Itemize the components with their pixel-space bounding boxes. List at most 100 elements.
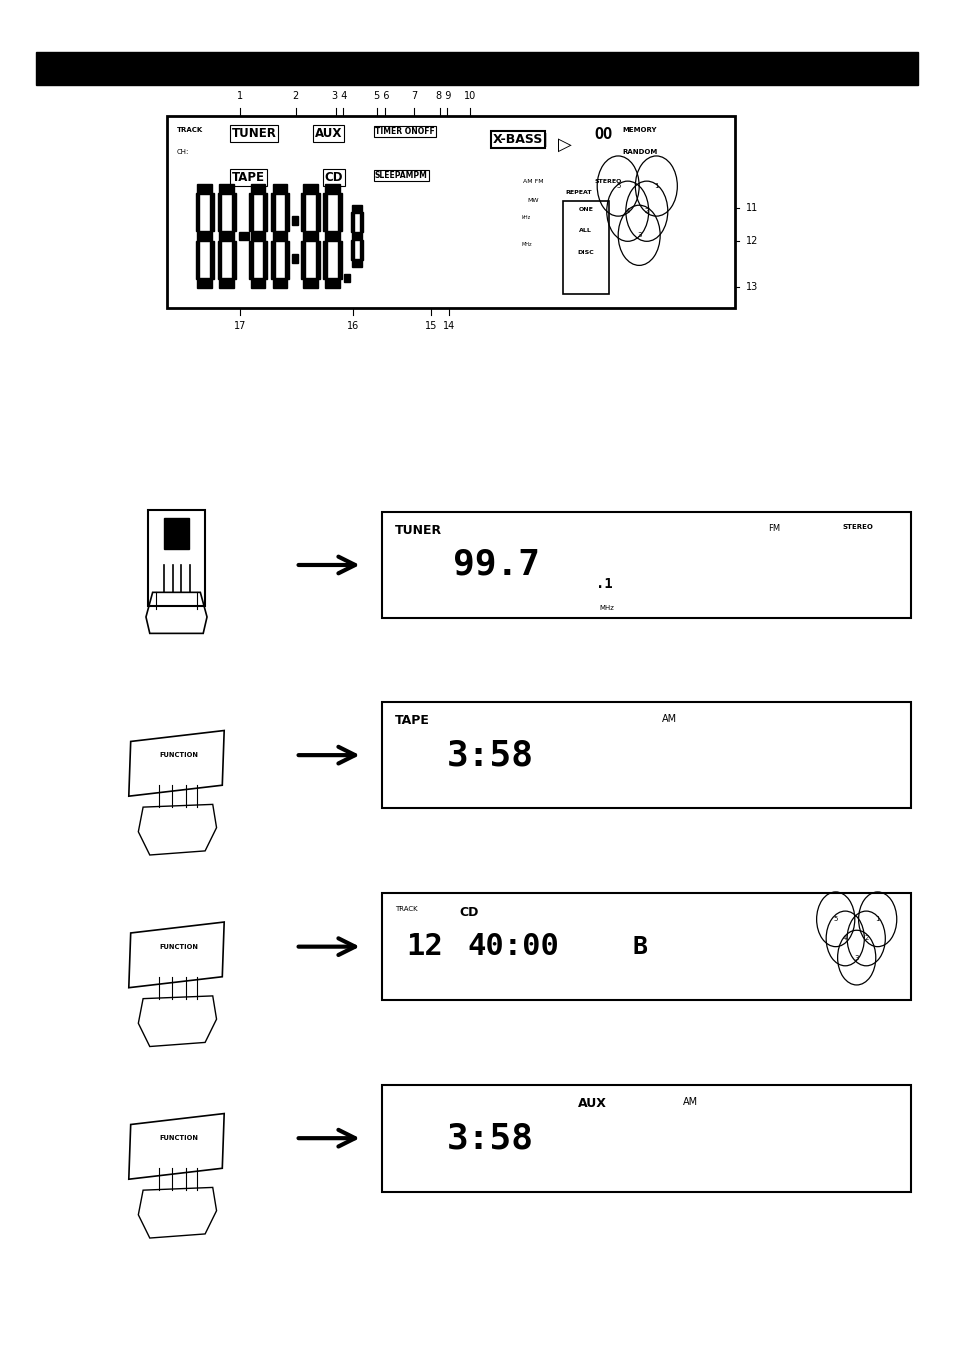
Text: 15: 15 [425, 320, 436, 331]
Bar [249, 193, 253, 231]
Text: FUNCTION: FUNCTION [159, 944, 197, 949]
Bar [148, 510, 205, 606]
Bar [271, 193, 274, 231]
Text: ALL: ALL [578, 228, 592, 234]
Text: 5: 5 [833, 917, 837, 922]
Bar [164, 518, 189, 549]
Bar [381, 1085, 910, 1192]
Bar [273, 183, 287, 193]
Bar [232, 193, 235, 231]
Text: CD: CD [324, 171, 342, 185]
Bar [263, 193, 267, 231]
Text: TAPE: TAPE [395, 714, 430, 728]
Bar [344, 274, 350, 282]
Bar [273, 231, 287, 241]
Bar [562, 201, 608, 294]
Text: 3: 3 [854, 955, 858, 960]
Text: MEMORY: MEMORY [621, 127, 656, 133]
Bar [217, 193, 221, 231]
Text: ONE: ONE [578, 207, 593, 212]
Text: 5: 5 [616, 183, 619, 189]
Bar [315, 193, 319, 231]
Bar [36, 52, 917, 85]
Text: 16: 16 [347, 320, 358, 331]
Text: MHz: MHz [598, 606, 614, 611]
Text: 11: 11 [745, 202, 758, 213]
Bar [315, 241, 319, 279]
Bar [210, 241, 213, 279]
Bar [381, 702, 910, 808]
Bar [351, 239, 354, 260]
Text: 5 6: 5 6 [374, 90, 389, 101]
Text: TUNER: TUNER [232, 127, 276, 141]
Text: 13: 13 [745, 282, 758, 293]
Bar [167, 116, 734, 308]
Text: 3:58: 3:58 [446, 1122, 533, 1155]
Bar [285, 241, 289, 279]
Text: STEREO: STEREO [594, 179, 621, 185]
Text: 3 4: 3 4 [332, 90, 347, 101]
Text: FUNCTION: FUNCTION [159, 752, 197, 758]
Text: TRACK: TRACK [176, 127, 203, 133]
Text: 40:00: 40:00 [467, 932, 558, 962]
Bar [337, 193, 341, 231]
Text: STEREO: STEREO [841, 524, 872, 529]
Text: B: B [632, 934, 647, 959]
Bar [210, 193, 213, 231]
Bar [251, 231, 265, 241]
Text: 1: 1 [875, 917, 879, 922]
Bar [352, 205, 361, 213]
Text: 1: 1 [237, 90, 243, 101]
Bar [359, 212, 362, 231]
Bar [195, 193, 199, 231]
Text: REPEAT: REPEAT [565, 190, 592, 196]
Text: FUNCTION: FUNCTION [159, 1135, 197, 1141]
Bar [325, 279, 339, 289]
Text: MHz: MHz [521, 242, 532, 248]
Bar [323, 193, 327, 231]
Text: ▷: ▷ [558, 135, 572, 153]
Bar [303, 231, 317, 241]
Text: TUNER: TUNER [395, 524, 441, 538]
Bar [197, 183, 212, 193]
Bar [219, 279, 233, 289]
Bar [292, 254, 297, 263]
Text: .1: .1 [596, 577, 613, 591]
Bar [273, 279, 287, 289]
Bar [217, 241, 221, 279]
Bar [352, 259, 361, 267]
Bar [381, 512, 910, 618]
Bar [271, 241, 274, 279]
Bar [292, 216, 297, 224]
Bar [285, 193, 289, 231]
Text: 8 9: 8 9 [436, 90, 451, 101]
Text: 3: 3 [637, 233, 640, 238]
Text: AM: AM [682, 1097, 698, 1107]
Text: X-BASS: X-BASS [493, 133, 543, 146]
Bar [337, 241, 341, 279]
Text: 4: 4 [842, 936, 846, 941]
Text: 1: 1 [654, 183, 658, 189]
Text: 7: 7 [411, 90, 416, 101]
Text: 12: 12 [745, 235, 758, 246]
Bar [251, 183, 265, 193]
Text: 14: 14 [443, 320, 455, 331]
Text: AM FM: AM FM [522, 179, 543, 185]
Text: RANDOM: RANDOM [621, 149, 657, 155]
Bar [197, 279, 212, 289]
Text: 2: 2 [644, 208, 648, 215]
Bar [197, 231, 212, 241]
Bar [351, 212, 354, 231]
Text: AUX: AUX [577, 1097, 606, 1111]
Text: 2: 2 [863, 936, 867, 941]
Bar [303, 183, 317, 193]
Text: DISC: DISC [577, 250, 594, 256]
Text: TRACK: TRACK [395, 906, 417, 911]
Text: OO: OO [594, 127, 612, 142]
Bar [301, 193, 305, 231]
Text: AUX: AUX [314, 127, 342, 141]
Text: 4: 4 [625, 208, 629, 215]
Bar [251, 279, 265, 289]
Text: MW: MW [527, 198, 538, 204]
Bar [323, 241, 327, 279]
